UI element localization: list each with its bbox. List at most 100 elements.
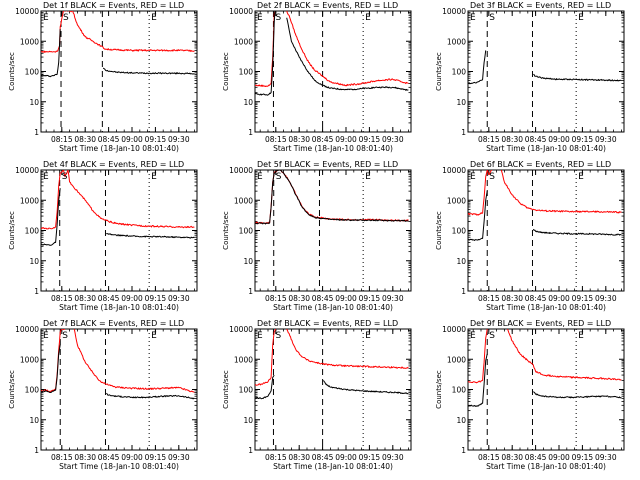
x-axis-label: Start Time (18-Jan-10 08:01:40) xyxy=(486,462,606,471)
plot-area xyxy=(41,11,195,132)
time-marker-label: E xyxy=(43,331,49,341)
plot-area xyxy=(468,11,622,132)
x-tick-label: 09:00 xyxy=(121,294,143,303)
y-tick-label: 10 xyxy=(29,257,39,266)
y-tick-label: 10 xyxy=(243,257,253,266)
x-tick-label: 08:45 xyxy=(312,294,334,303)
x-tick-label: 09:15 xyxy=(145,453,167,462)
series-lld xyxy=(41,170,195,230)
y-tick-label: 100 xyxy=(452,227,467,236)
x-tick-label: 08:30 xyxy=(501,294,523,303)
time-marker-label: E xyxy=(365,172,371,182)
y-axis-label: Counts/sec xyxy=(8,370,16,409)
x-tick-label: 09:30 xyxy=(168,294,190,303)
y-axis-label: Counts/sec xyxy=(222,52,230,91)
panel-title: Det 6f BLACK = Events, RED = LLD xyxy=(470,160,611,169)
x-tick-label: 08:30 xyxy=(74,135,96,144)
plot-area xyxy=(255,329,409,450)
y-tick-label: 10000 xyxy=(15,7,39,16)
y-tick-label: 1000 xyxy=(447,355,466,364)
time-marker-label: E xyxy=(578,172,584,182)
x-tick-label: 08:30 xyxy=(288,294,310,303)
time-marker-label: E xyxy=(365,331,371,341)
x-tick-label: 09:15 xyxy=(572,135,594,144)
plot-frame xyxy=(254,169,412,292)
x-axis-label: Start Time (18-Jan-10 08:01:40) xyxy=(486,303,606,312)
x-tick-label: 09:15 xyxy=(359,135,381,144)
x-tick-label: 09:30 xyxy=(382,294,404,303)
plot-area xyxy=(468,329,622,450)
y-tick-label: 100 xyxy=(25,227,40,236)
plot-area xyxy=(41,170,195,291)
time-marker-label: S xyxy=(276,172,282,182)
x-tick-label: 09:30 xyxy=(595,135,617,144)
time-marker-label: S xyxy=(62,331,68,341)
y-tick-label: 10000 xyxy=(15,325,39,334)
time-marker-label: S xyxy=(489,172,495,182)
x-tick-label: 08:15 xyxy=(478,135,500,144)
time-marker-label: E xyxy=(578,13,584,23)
x-tick-label: 08:30 xyxy=(501,453,523,462)
y-tick-label: 1 xyxy=(34,128,39,137)
series-events xyxy=(255,374,409,400)
time-marker-label: S xyxy=(489,13,495,23)
plot-frame xyxy=(254,10,412,133)
x-axis-label: Start Time (18-Jan-10 08:01:40) xyxy=(59,303,179,312)
x-tick-label: 08:45 xyxy=(525,453,547,462)
x-axis-label: Start Time (18-Jan-10 08:01:40) xyxy=(273,462,393,471)
x-tick-label: 08:45 xyxy=(312,453,334,462)
y-tick-label: 100 xyxy=(239,68,254,77)
y-tick-label: 10 xyxy=(243,98,253,107)
y-tick-label: 10 xyxy=(456,416,466,425)
panel-title: Det 9f BLACK = Events, RED = LLD xyxy=(470,319,611,328)
y-tick-label: 10 xyxy=(29,416,39,425)
x-tick-label: 09:30 xyxy=(595,294,617,303)
y-tick-label: 100 xyxy=(25,386,40,395)
time-marker-label: E xyxy=(257,13,263,23)
detector-panel-6: Det 6f BLACK = Events, RED = LLD 1 10 100 10… xyxy=(435,160,625,312)
x-tick-label: 09:00 xyxy=(335,135,357,144)
x-tick-label: 08:15 xyxy=(478,294,500,303)
x-tick-label: 08:15 xyxy=(265,453,287,462)
time-marker-label: E xyxy=(365,13,371,23)
y-tick-label: 10000 xyxy=(229,7,253,16)
y-tick-label: 1000 xyxy=(234,196,253,205)
y-tick-label: 100 xyxy=(452,386,467,395)
x-axis-label: Start Time (18-Jan-10 08:01:40) xyxy=(273,144,393,153)
time-marker-label: E xyxy=(470,13,476,23)
y-tick-label: 100 xyxy=(239,386,254,395)
time-marker-label: E xyxy=(257,172,263,182)
x-tick-label: 08:15 xyxy=(265,135,287,144)
series-lld xyxy=(41,11,195,53)
panel-title: Det 2f BLACK = Events, RED = LLD xyxy=(257,1,398,10)
plot-frame xyxy=(40,169,198,292)
y-axis-label: Counts/sec xyxy=(8,211,16,250)
detector-panel-8: Det 8f BLACK = Events, RED = LLD 1 10 100 10… xyxy=(222,319,412,471)
y-tick-label: 1000 xyxy=(447,37,466,46)
x-tick-label: 08:45 xyxy=(525,294,547,303)
series-events xyxy=(41,29,195,78)
series-events xyxy=(255,11,409,96)
x-tick-label: 09:00 xyxy=(335,453,357,462)
series-events xyxy=(468,191,622,241)
time-marker-label: E xyxy=(470,331,476,341)
plot-area xyxy=(41,329,195,450)
y-axis-label: Counts/sec xyxy=(222,211,230,250)
x-tick-label: 09:30 xyxy=(168,453,190,462)
x-tick-label: 09:00 xyxy=(548,294,570,303)
x-axis-label: Start Time (18-Jan-10 08:01:40) xyxy=(59,462,179,471)
y-tick-label: 1 xyxy=(248,287,253,296)
plot-frame xyxy=(467,10,625,133)
detector-panel-4: Det 4f BLACK = Events, RED = LLD 1 10 100 10… xyxy=(8,160,198,312)
y-tick-label: 1 xyxy=(248,446,253,455)
y-tick-label: 10000 xyxy=(229,325,253,334)
y-tick-label: 100 xyxy=(452,68,467,77)
time-marker-label: E xyxy=(470,172,476,182)
y-tick-label: 1000 xyxy=(234,37,253,46)
y-tick-label: 1 xyxy=(248,128,253,137)
y-axis-label: Counts/sec xyxy=(435,370,443,409)
x-tick-label: 08:15 xyxy=(51,135,73,144)
series-events xyxy=(41,188,195,246)
time-marker-label: E xyxy=(257,331,263,341)
x-tick-label: 09:00 xyxy=(548,453,570,462)
